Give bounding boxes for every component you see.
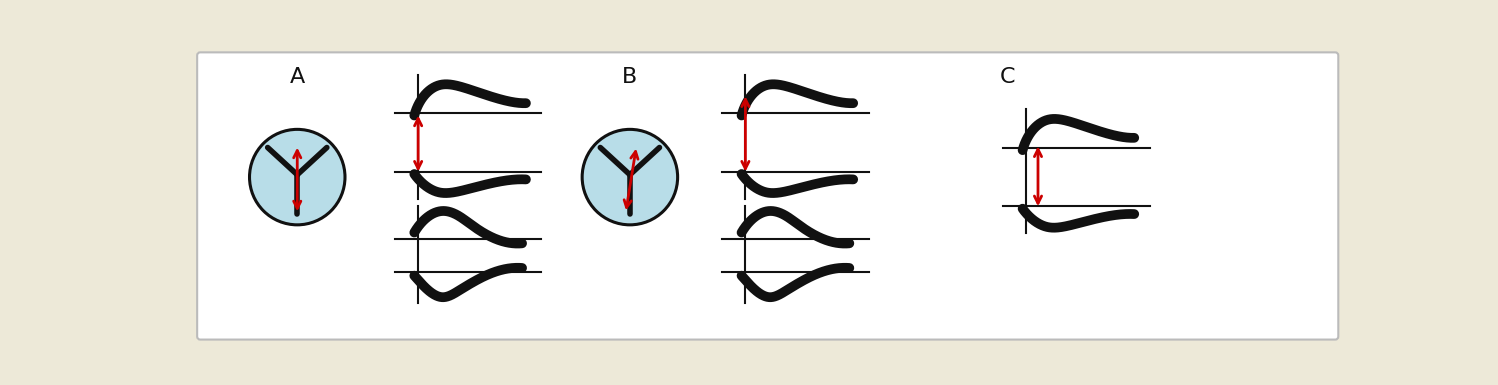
Text: B: B [622,67,638,87]
FancyBboxPatch shape [198,52,1338,340]
Text: C: C [999,67,1016,87]
Text: A: A [289,67,306,87]
Circle shape [250,129,345,225]
Circle shape [583,129,677,225]
